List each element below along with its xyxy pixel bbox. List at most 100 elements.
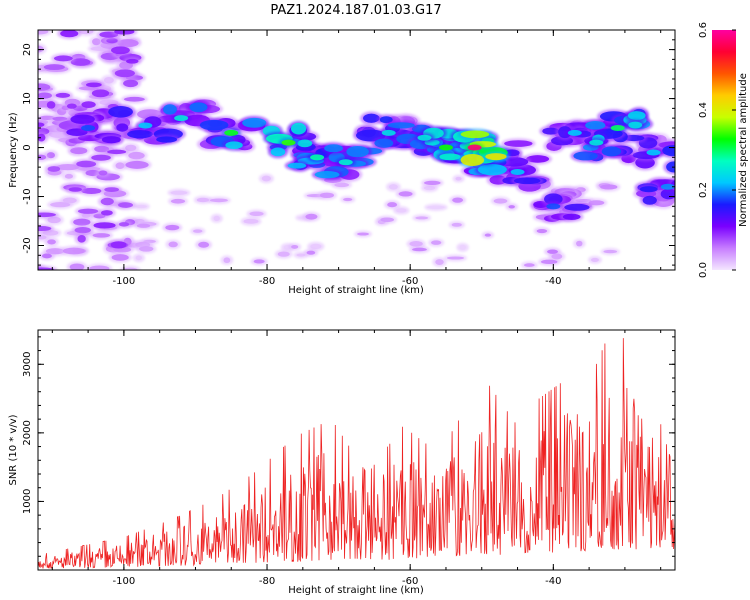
snr-x-tick-label: -100 <box>113 576 136 587</box>
spectrogram-y-axis-label: Frequency (Hz) <box>8 112 19 188</box>
heatmap-cell <box>165 224 180 231</box>
heatmap-cell <box>41 253 52 259</box>
heatmap-cell <box>123 267 138 270</box>
heatmap-cell <box>38 83 51 91</box>
heatmap-cell <box>38 235 47 240</box>
heatmap-cell <box>114 69 135 78</box>
heatmap-cell <box>508 205 515 209</box>
heatmap-cell <box>38 92 53 99</box>
heatmap-cell <box>270 147 286 157</box>
heatmap-cell <box>170 190 188 195</box>
heatmap-cell <box>156 136 178 143</box>
heatmap-cell <box>438 144 453 151</box>
heatmap-cell <box>38 212 56 218</box>
heatmap-cell <box>127 129 153 139</box>
heatmap-cell <box>81 101 96 109</box>
heatmap-cell <box>281 139 296 146</box>
heatmap-cell <box>138 122 153 129</box>
heatmap-cell <box>168 241 178 248</box>
heatmap-cell <box>314 170 340 179</box>
spectrogram-frame <box>37 29 676 271</box>
colorbar: 0.0 0.2 0.4 0.6 Normalized spectral amplitu… <box>698 22 749 278</box>
heatmap-cell <box>125 144 137 152</box>
heatmap-cell <box>81 187 102 195</box>
spectrogram-heatmap <box>38 30 699 270</box>
heatmap-cell <box>379 116 393 124</box>
heatmap-cell <box>91 154 111 161</box>
heatmap-cell <box>296 253 306 257</box>
heatmap-cell <box>104 76 114 84</box>
heatmap-cell <box>128 151 145 160</box>
heatmap-cell <box>639 186 658 193</box>
heatmap-cell <box>163 104 177 115</box>
snr-y-tick-label: 2000 <box>22 420 33 445</box>
spectrogram-x-tick-label: -80 <box>259 276 275 287</box>
heatmap-cell <box>123 79 139 88</box>
heatmap-cell <box>47 166 61 172</box>
heatmap-cell <box>297 139 313 148</box>
heatmap-cell <box>547 249 558 254</box>
heatmap-cell-halo <box>672 184 675 192</box>
heatmap-cell <box>135 204 147 209</box>
heatmap-cell <box>118 202 134 208</box>
heatmap-cell <box>38 267 55 270</box>
heatmap-cell <box>412 247 427 252</box>
heatmap-cell <box>110 241 127 249</box>
heatmap-cell <box>452 197 464 203</box>
heatmap-cell <box>38 154 47 160</box>
heatmap-cell <box>125 160 149 169</box>
heatmap-cell <box>118 222 130 227</box>
spectrogram-y-tick-label: -20 <box>22 237 33 253</box>
heatmap-cell <box>324 144 344 153</box>
snr-ticks: -100 -80 -60 -40 1000 2000 3000 <box>22 330 675 587</box>
heatmap-cell <box>213 215 220 222</box>
heatmap-cell <box>225 141 243 149</box>
colorbar-label: Normalized spectral amplitude <box>738 73 749 227</box>
heatmap-cell <box>409 241 423 247</box>
heatmap-cell <box>380 217 395 223</box>
heatmap-cell <box>55 92 71 98</box>
heatmap-cell <box>81 124 96 131</box>
heatmap-cell <box>439 153 461 161</box>
heatmap-cell <box>427 205 445 209</box>
heatmap-cell <box>540 259 558 265</box>
heatmap-cell <box>47 239 56 245</box>
snr-x-axis-label: Height of straight line (km) <box>288 585 424 596</box>
heatmap-cell <box>460 130 490 139</box>
heatmap-cell <box>78 30 94 35</box>
heatmap-cell <box>590 257 599 262</box>
figure-title: PAZ1.2024.187.01.03.G17 <box>270 3 441 18</box>
heatmap-cell <box>610 124 625 131</box>
snr-y-tick-label: 3000 <box>22 352 33 377</box>
heatmap-cell <box>38 122 45 128</box>
heatmap-cell <box>424 180 441 185</box>
heatmap-cell <box>77 234 86 243</box>
spectrogram-y-tick-label: 10 <box>22 92 33 105</box>
heatmap-cell <box>107 149 127 155</box>
heatmap-cell <box>600 184 618 190</box>
heatmap-cell <box>198 241 210 248</box>
heatmap-cell <box>431 240 442 245</box>
heatmap-cell <box>100 197 114 206</box>
heatmap-cell <box>68 187 82 192</box>
colorbar-tick-label: 0.6 <box>698 22 709 38</box>
heatmap-cell <box>467 144 482 151</box>
heatmap-cell <box>459 244 466 250</box>
heatmap-cell <box>562 213 581 220</box>
heatmap-cell <box>477 164 507 176</box>
heatmap-cell <box>677 193 699 204</box>
heatmap-cell <box>567 129 582 136</box>
heatmap-cell <box>116 123 129 132</box>
heatmap-cell <box>126 58 139 64</box>
heatmap-cell <box>662 145 675 157</box>
heatmap-cell <box>243 218 259 224</box>
heatmap-cell <box>290 122 307 135</box>
heatmap-cell <box>387 122 415 129</box>
heatmap-cell <box>209 198 228 203</box>
spectrogram-x-tick-label: -100 <box>113 276 136 287</box>
heatmap-cell <box>346 145 369 158</box>
heatmap-cell <box>92 233 111 238</box>
spectrogram-y-tick-label: -10 <box>22 188 33 204</box>
heatmap-cell <box>38 45 44 53</box>
heatmap-cell <box>573 151 598 161</box>
